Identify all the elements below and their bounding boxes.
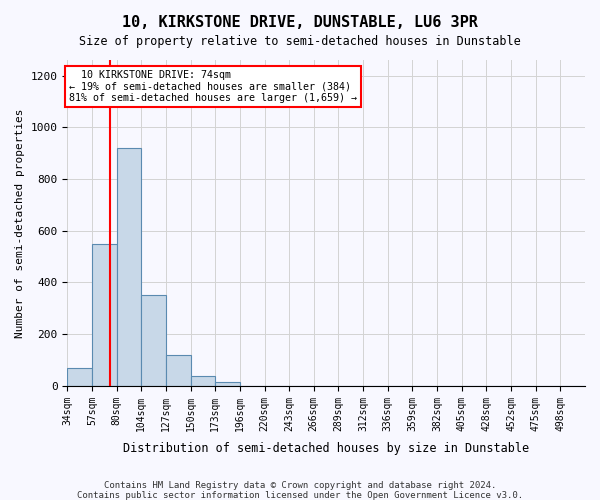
Text: 10 KIRKSTONE DRIVE: 74sqm  
← 19% of semi-detached houses are smaller (384)
81% : 10 KIRKSTONE DRIVE: 74sqm ← 19% of semi-… bbox=[70, 70, 358, 103]
Text: Contains public sector information licensed under the Open Government Licence v3: Contains public sector information licen… bbox=[77, 491, 523, 500]
Bar bbox=[191, 376, 215, 386]
Bar bbox=[67, 368, 92, 386]
Bar bbox=[166, 355, 191, 386]
Bar bbox=[141, 296, 166, 386]
Bar bbox=[116, 148, 141, 386]
Bar bbox=[215, 382, 240, 386]
Text: Contains HM Land Registry data © Crown copyright and database right 2024.: Contains HM Land Registry data © Crown c… bbox=[104, 481, 496, 490]
Text: 10, KIRKSTONE DRIVE, DUNSTABLE, LU6 3PR: 10, KIRKSTONE DRIVE, DUNSTABLE, LU6 3PR bbox=[122, 15, 478, 30]
Y-axis label: Number of semi-detached properties: Number of semi-detached properties bbox=[15, 108, 25, 338]
X-axis label: Distribution of semi-detached houses by size in Dunstable: Distribution of semi-detached houses by … bbox=[123, 442, 529, 455]
Text: Size of property relative to semi-detached houses in Dunstable: Size of property relative to semi-detach… bbox=[79, 35, 521, 48]
Bar bbox=[92, 244, 116, 386]
